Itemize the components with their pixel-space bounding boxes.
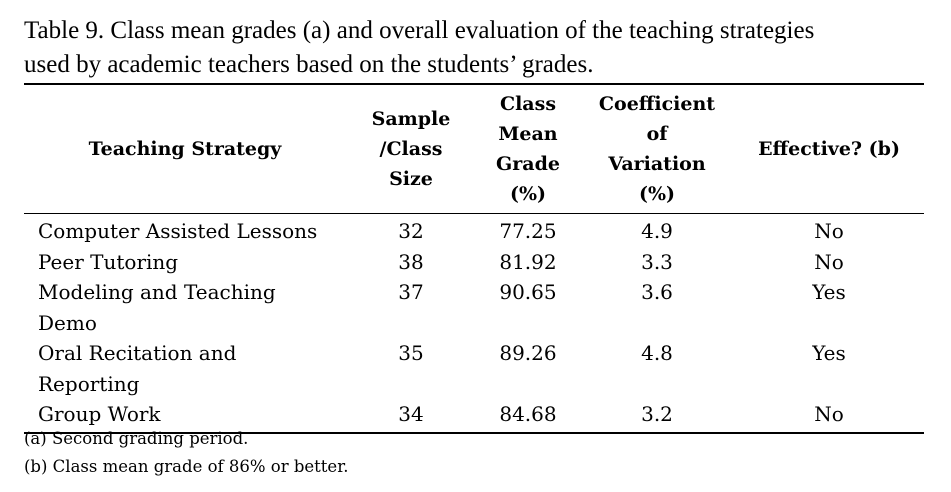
cell-effective: No	[814, 249, 844, 274]
cell-strategy: Modeling and Teaching Demo	[24, 277, 346, 338]
cell-strategy: Peer Tutoring	[24, 247, 346, 278]
note-b: (b) Class mean grade of 86% or better.	[24, 457, 349, 476]
cell-strategy-line-1: Computer Assisted Lessons	[38, 219, 318, 243]
cell-cv: 4.8	[641, 341, 673, 365]
table-row: Oral Recitation and Reporting 35 89.26 4…	[24, 338, 924, 399]
cell-cv: 3.2	[580, 399, 734, 434]
header-sample-line-3: Size	[389, 168, 433, 190]
table-row: Computer Assisted Lessons 32 77.25 4.9 N…	[24, 214, 924, 247]
cell-cv: 3.6	[641, 280, 673, 304]
cell-mean: 90.65	[499, 280, 557, 304]
cell-strategy-line-2: Demo	[38, 310, 97, 335]
table-row: Modeling and Teaching Demo 37 90.65 3.6 …	[24, 277, 924, 338]
header-cv-line-3: Variation	[608, 153, 706, 175]
cell-strategy-line-1: Modeling and Teaching	[38, 280, 276, 304]
header-teaching-strategy: Teaching Strategy	[24, 83, 346, 214]
table-body: Computer Assisted Lessons 32 77.25 4.9 N…	[24, 214, 924, 434]
cell-sample: 38	[398, 249, 424, 274]
header-coefficient-of-variation: Coefficient of Variation (%)	[580, 83, 734, 214]
cell-strategy-line-1: Group Work	[38, 402, 161, 426]
cell-strategy-line-1: Oral Recitation and	[38, 341, 237, 365]
header-cv-line-4: (%)	[638, 183, 676, 205]
table-notes: (a) Second grading period. (b) Class mea…	[24, 425, 349, 481]
caption-line-2: used by academic teachers based on the s…	[24, 51, 594, 78]
header-sample-size: Sample /Class Size	[346, 83, 476, 214]
cell-sample: 35	[398, 341, 424, 365]
cell-sample: 32	[398, 219, 424, 243]
header-effective: Effective? (b)	[734, 83, 924, 214]
cell-cv: 3.3	[641, 249, 673, 274]
header-mean-line-1: Class	[499, 93, 557, 115]
cell-strategy: Computer Assisted Lessons	[24, 214, 346, 247]
cell-effective: No	[814, 219, 844, 243]
cell-mean: 89.26	[499, 341, 557, 365]
cell-strategy: Group Work	[24, 399, 346, 434]
table-header: Teaching Strategy Sample /Class Size Cla…	[24, 83, 924, 214]
cell-effective: Yes	[812, 280, 846, 304]
cell-strategy-line-1: Peer Tutoring	[38, 249, 179, 274]
cell-mean: 77.25	[499, 219, 557, 243]
header-mean-line-3: Grade	[496, 153, 560, 175]
cell-effective: Yes	[812, 341, 846, 365]
caption-line-1: Table 9. Class mean grades (a) and overa…	[24, 17, 815, 44]
header-class-mean-grade: Class Mean Grade (%)	[476, 83, 580, 214]
cell-mean: 81.92	[499, 249, 557, 274]
grades-table: Teaching Strategy Sample /Class Size Cla…	[24, 83, 924, 434]
header-sample-line-2: /Class	[379, 138, 443, 160]
table-caption: Table 9. Class mean grades (a) and overa…	[24, 14, 924, 82]
header-cv-line-1: Coefficient	[598, 93, 716, 115]
header-sample-line-1: Sample	[371, 108, 451, 130]
table-row: Peer Tutoring 38 81.92 3.3 No	[24, 247, 924, 278]
cell-sample: 37	[398, 280, 424, 304]
cell-effective: No	[734, 399, 924, 434]
note-a: (a) Second grading period.	[24, 429, 249, 448]
header-cv-line-2: of	[646, 123, 668, 145]
cell-mean: 84.68	[476, 399, 580, 434]
header-mean-line-4: (%)	[509, 183, 547, 205]
header-mean-line-2: Mean	[498, 123, 558, 145]
cell-sample: 34	[346, 399, 476, 434]
cell-strategy: Oral Recitation and Reporting	[24, 338, 346, 399]
cell-strategy-line-2: Reporting	[38, 371, 140, 396]
header-row: Teaching Strategy Sample /Class Size Cla…	[24, 83, 924, 214]
table-row: Group Work 34 84.68 3.2 No	[24, 399, 924, 434]
cell-cv: 4.9	[641, 219, 673, 243]
